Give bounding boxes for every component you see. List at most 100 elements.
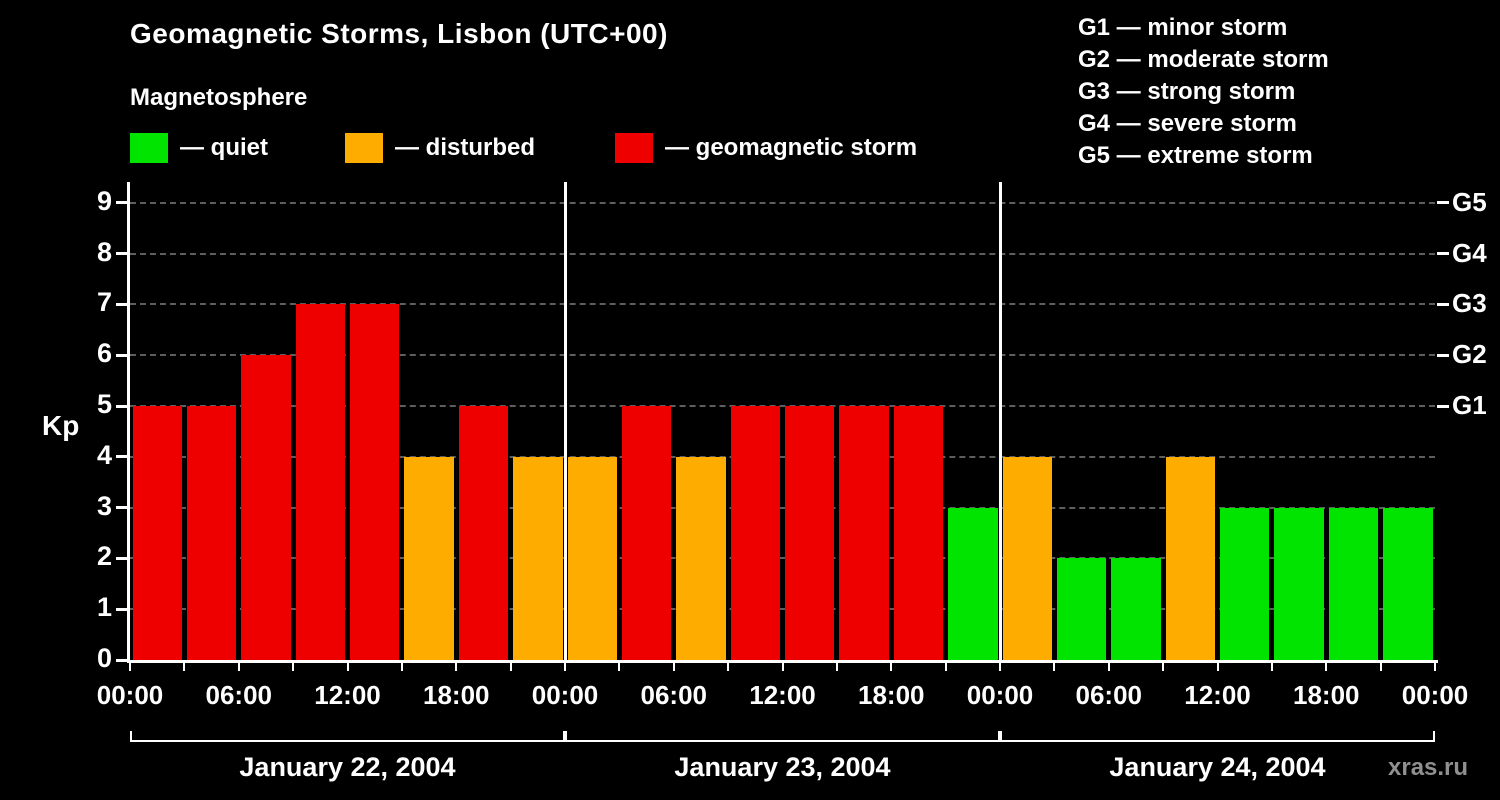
kp-bar: [458, 406, 509, 660]
y-axis-label: Kp: [42, 410, 80, 441]
date-bracket: [565, 731, 1000, 742]
kp-bar: [785, 406, 835, 660]
time-tick-mark: [1107, 663, 1110, 671]
time-tick-label: 00:00: [1401, 680, 1469, 710]
time-tick-mark: [564, 663, 566, 671]
date-label: January 24, 2004: [1109, 752, 1326, 782]
y-tick-mark: [116, 252, 128, 256]
g-scale-tick-label: G1: [1452, 390, 1487, 420]
gridline-kp-1: [130, 608, 1435, 611]
gridline-kp-8: [130, 252, 1435, 255]
y-tick-label: 8: [96, 236, 112, 267]
legend-label: — disturbed: [395, 134, 536, 161]
day-separator-line: [563, 182, 567, 660]
y-tick-label: 3: [96, 490, 112, 521]
legend-item: — disturbed: [345, 133, 535, 163]
time-tick-mark: [944, 663, 947, 671]
time-tick-label: 18:00: [1293, 680, 1360, 710]
time-tick-mark: [129, 663, 131, 671]
y-tick-mark: [116, 353, 128, 357]
kp-bar: [1111, 558, 1161, 660]
time-tick-mark: [999, 663, 1001, 671]
plot-area: [130, 182, 1435, 660]
time-tick-mark: [1216, 663, 1219, 671]
storm-scale-line-g5: G5 — extreme storm: [1078, 142, 1313, 169]
time-tick-label: 12:00: [749, 680, 816, 710]
kp-bar: [1274, 507, 1324, 660]
y-tick-label: 1: [96, 592, 112, 623]
g-tick-mark: [1437, 353, 1449, 357]
kp-bar: [241, 355, 291, 660]
kp-bar: [1220, 507, 1270, 660]
time-tick-mark: [455, 663, 458, 671]
kp-bar: [1056, 558, 1107, 660]
time-tick-mark: [835, 663, 838, 671]
time-tick-mark: [672, 663, 675, 671]
time-tick-label: 18:00: [858, 680, 925, 710]
y-tick-label: 7: [96, 287, 112, 318]
watermark: xras.ru: [1388, 754, 1469, 781]
time-tick-label: 12:00: [1184, 680, 1251, 710]
time-tick-mark: [1270, 663, 1273, 671]
y-tick-mark: [116, 455, 128, 459]
y-tick-mark: [116, 658, 128, 662]
time-tick-mark: [183, 663, 186, 671]
legend-item: — geomagnetic storm: [615, 133, 917, 163]
y-tick-mark: [116, 607, 128, 611]
y-tick-mark: [116, 506, 128, 510]
time-tick-label: 00:00: [531, 680, 599, 710]
time-tick-mark: [781, 663, 784, 671]
time-tick-mark: [890, 663, 893, 671]
time-tick-mark: [1434, 663, 1436, 671]
kp-bar: [295, 304, 345, 660]
time-tick-mark: [1379, 663, 1382, 671]
y-tick-mark: [116, 302, 128, 306]
y-tick-mark: [116, 556, 128, 560]
kp-bar: [730, 406, 780, 660]
g-tick-mark: [1437, 252, 1449, 256]
disturbed-swatch: [345, 133, 383, 163]
time-tick-mark: [346, 663, 349, 671]
kp-bar: [1383, 507, 1433, 660]
gridline-kp-6: [130, 354, 1435, 357]
time-tick-label: 00:00: [96, 680, 164, 710]
g-scale-tick-label: G5: [1452, 186, 1487, 217]
gridline-kp-7: [130, 303, 1435, 306]
date-label: January 23, 2004: [674, 752, 891, 782]
legend-label: — geomagnetic storm: [665, 134, 918, 161]
time-tick-mark: [292, 663, 295, 671]
x-axis-line: [127, 660, 1438, 663]
kp-bar: [132, 406, 182, 660]
time-tick-label: 00:00: [966, 680, 1034, 710]
time-tick-label: 06:00: [205, 680, 273, 710]
time-tick-mark: [1162, 663, 1165, 671]
gridline-kp-2: [130, 557, 1435, 560]
time-tick-mark: [727, 663, 730, 671]
time-tick-label: 12:00: [314, 680, 381, 710]
kp-bar: [1328, 507, 1379, 660]
kp-bar: [350, 304, 400, 660]
g-scale-tick-label: G2: [1452, 339, 1487, 370]
storm-swatch: [615, 133, 653, 163]
date-bracket: [130, 731, 565, 742]
kp-bar: [893, 406, 944, 660]
g-tick-mark: [1437, 201, 1449, 205]
time-tick-mark: [509, 663, 512, 671]
kp-bar: [676, 456, 726, 660]
legend-item: — quiet: [130, 133, 268, 163]
gridline-kp-4: [130, 455, 1435, 458]
time-tick-mark: [1325, 663, 1328, 671]
time-tick-label: 06:00: [640, 680, 708, 710]
y-tick-label: 0: [96, 643, 112, 673]
time-tick-label: 06:00: [1075, 680, 1143, 710]
chart-title: Geomagnetic Storms, Lisbon (UTC+00): [130, 18, 668, 49]
quiet-swatch: [130, 133, 168, 163]
kp-bar: [1165, 456, 1215, 660]
g-tick-mark: [1437, 404, 1449, 408]
storm-scale-legend: G1 — minor storm G2 — moderate storm G3 — …: [1078, 12, 1329, 172]
storm-scale-line-g1: G1 — minor storm: [1078, 14, 1288, 41]
gridline-kp-3: [130, 506, 1435, 509]
chart-subtitle: Magnetosphere: [130, 84, 308, 111]
time-tick-mark: [1053, 663, 1056, 671]
